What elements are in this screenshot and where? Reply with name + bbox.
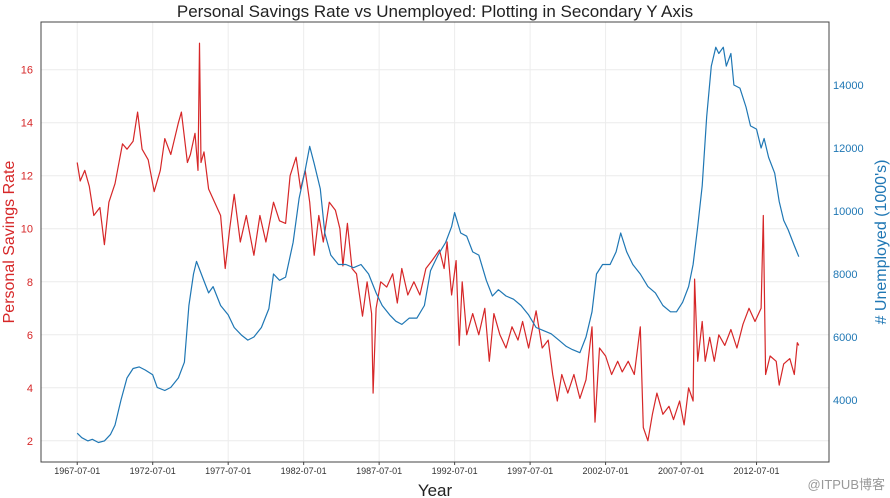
- right-tick-label: 8000: [833, 269, 857, 281]
- left-tick-label: 6: [27, 330, 33, 342]
- right-tick-label: 12000: [833, 143, 864, 155]
- x-tick-label: 2012-07-01: [734, 466, 780, 476]
- left-tick-label: 12: [21, 171, 33, 183]
- watermark: @ITPUB博客: [808, 477, 885, 492]
- series-line-unemploy: [76, 46, 800, 444]
- right-axis-ticks: 4000 6000 8000 10000 12000 14000: [833, 80, 864, 407]
- x-tick-label: 1987-07-01: [356, 466, 402, 476]
- grid: [41, 22, 829, 462]
- left-axis-ticks: 2 4 6 8 10 12 14 16: [21, 65, 33, 448]
- left-tick-label: 2: [27, 436, 33, 448]
- left-tick-label: 16: [21, 65, 33, 77]
- x-tick-label: 1967-07-01: [54, 466, 100, 476]
- x-tick-label: 1972-07-01: [130, 466, 176, 476]
- right-tick-label: 14000: [833, 80, 864, 92]
- x-tick-label: 1997-07-01: [507, 466, 553, 476]
- series-line-psavert: [76, 42, 800, 442]
- x-tick-label: 1982-07-01: [281, 466, 327, 476]
- chart-title: Personal Savings Rate vs Unemployed: Plo…: [177, 2, 693, 21]
- x-axis-label: Year: [418, 481, 453, 498]
- left-tick-label: 4: [27, 383, 33, 395]
- left-tick-label: 10: [21, 224, 33, 236]
- x-tick-label: 2007-07-01: [658, 466, 704, 476]
- right-tick-label: 10000: [833, 206, 864, 218]
- plot-frame: [40, 21, 830, 463]
- x-tick-label: 2002-07-01: [583, 466, 629, 476]
- right-tick-label: 4000: [833, 395, 857, 407]
- left-tick-label: 14: [21, 118, 33, 130]
- x-axis-ticks: 1967-07-01 1972-07-01 1977-07-01 1982-07-01…: [54, 462, 780, 476]
- right-axis-label: # Unemployed (1000's): [873, 160, 890, 325]
- x-tick-label: 1977-07-01: [205, 466, 251, 476]
- left-axis-label: Personal Savings Rate: [1, 161, 18, 324]
- right-tick-label: 6000: [833, 332, 857, 344]
- x-tick-label: 1992-07-01: [432, 466, 478, 476]
- series-lines: [76, 42, 800, 444]
- left-tick-label: 8: [27, 277, 33, 289]
